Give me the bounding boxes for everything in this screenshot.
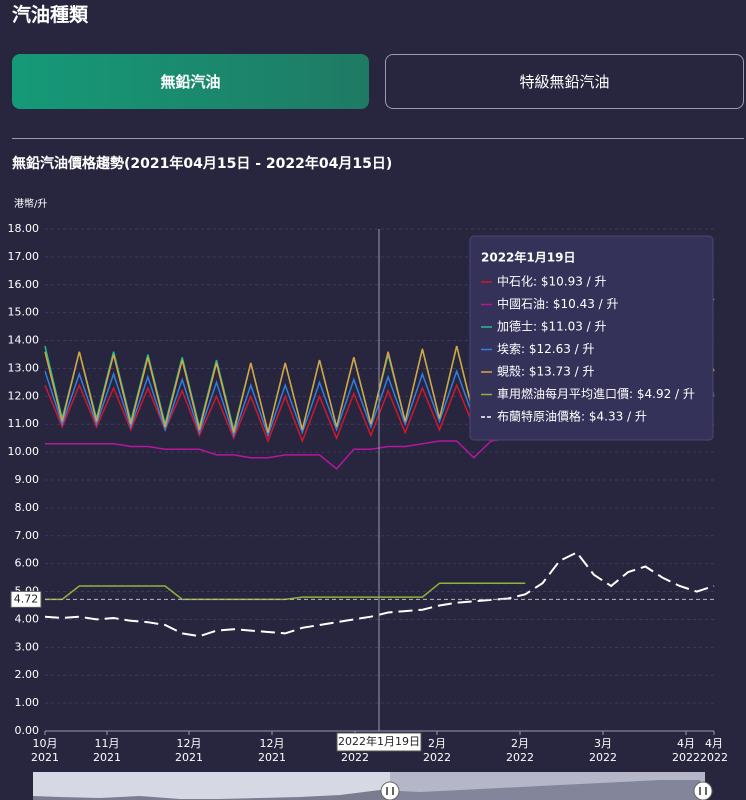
crosshair-badge [336, 732, 422, 752]
y-tick-label: 16.00 [8, 278, 40, 291]
y-tick-label: 14.00 [8, 334, 40, 347]
x-tick-label: 12月 [260, 737, 285, 750]
zoom-preview [33, 780, 705, 800]
x-tick-label: 3月 [594, 737, 612, 750]
y-tick-label: 2.00 [15, 668, 40, 681]
x-tick-label: 2021 [258, 751, 286, 764]
x-tick-label: 2月 [428, 737, 446, 750]
zoom-handle[interactable] [380, 781, 400, 800]
tooltip-row: 車用燃油每月平均進口價: $4.92 / 升 [497, 386, 695, 401]
y-tick-label: 12.00 [8, 389, 40, 402]
x-tick-label: 4月 [705, 737, 723, 750]
tooltip [469, 235, 714, 441]
tab-active[interactable]: 無鉛汽油 [12, 54, 369, 109]
zoom-handle[interactable] [693, 781, 713, 800]
x-tick-label: 2月 [511, 737, 529, 750]
tooltip-row: 中石化: $10.93 / 升 [497, 274, 607, 289]
tooltip-title: 2022年1月19日 [481, 250, 575, 265]
y-tick-label: 7.00 [15, 529, 40, 542]
tooltip-row: 布蘭特原油價格: $4.33 / 升 [497, 409, 647, 424]
y-tick-label: 3.00 [15, 640, 40, 653]
y-tick-label: 18.00 [8, 222, 40, 235]
y-tick-label: 6.00 [15, 557, 40, 570]
x-tick-label: 11月 [95, 737, 120, 750]
marker-label: 4.72 [14, 592, 39, 605]
zoom-window[interactable] [390, 772, 705, 800]
page-title: 汽油種類 [12, 4, 89, 26]
x-tick-label: 4月 [677, 737, 695, 750]
chart-title: 無鉛汽油價格趨勢(2021年04月15日 - 2022年04月15日) [12, 155, 392, 172]
y-tick-label: 4.00 [15, 612, 40, 625]
crosshair-label: 2022年1月19日 [338, 734, 420, 748]
y-tick-label: 0.00 [15, 724, 40, 737]
x-tick-label: 2021 [31, 751, 59, 764]
x-tick-label: 10月 [33, 737, 58, 750]
y-tick-label: 8.00 [15, 501, 40, 514]
x-tick-label: 2022 [506, 751, 534, 764]
tooltip-row: 埃索: $12.63 / 升 [497, 342, 595, 356]
y-tick-label: 9.00 [15, 473, 40, 486]
y-tick-label: 11.00 [8, 417, 40, 430]
y-tick-label: 1.00 [15, 696, 40, 709]
y-axis-label: 港幣/升 [14, 198, 47, 210]
divider [12, 138, 744, 139]
tab[interactable]: 特級無鉛汽油 [385, 54, 744, 109]
y-tick-label: 15.00 [8, 306, 40, 319]
y-tick-label: 17.00 [8, 250, 40, 263]
handle-icon [699, 787, 707, 795]
x-tick-label: 2022 [341, 751, 369, 764]
tooltip-row: 蜆殼: $13.73 / 升 [497, 365, 595, 379]
x-tick-label: 2022 [672, 751, 700, 764]
tooltip-row: 中國石油: $10.43 / 升 [497, 296, 619, 311]
handle-icon [386, 787, 394, 795]
x-tick-label: 2022 [700, 751, 728, 764]
x-tick-label: 2022 [423, 751, 451, 764]
marker-badge [10, 590, 42, 608]
x-tick-label: 2021 [93, 751, 121, 764]
x-tick-label: 2022 [589, 751, 617, 764]
x-tick-label: 12月 [177, 737, 202, 750]
x-tick-label: 2021 [175, 751, 203, 764]
y-tick-label: 13.00 [8, 361, 40, 374]
tooltip-row: 加德士: $11.03 / 升 [497, 319, 607, 334]
y-tick-label: 10.00 [8, 445, 40, 458]
